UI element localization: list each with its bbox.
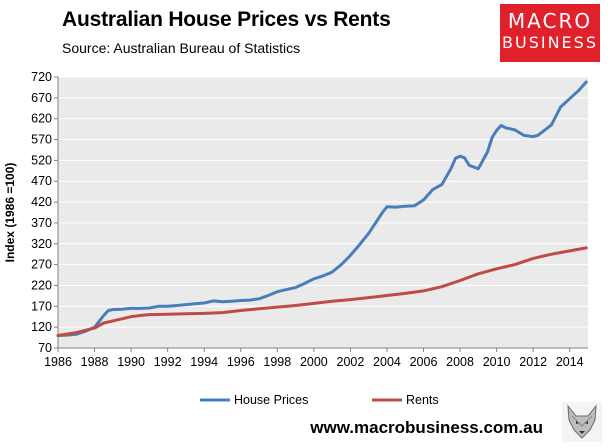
y-tick-label: 320 [31,237,52,251]
y-tick-label: 170 [31,299,52,313]
y-tick-label: 520 [31,153,52,167]
x-tick-label: 2014 [556,355,584,369]
y-tick-label: 370 [31,216,52,230]
y-axis-title: Index (1986 =100) [3,163,17,263]
x-tick-label: 2012 [519,355,547,369]
x-tick-label: 1996 [227,355,255,369]
x-tick-label: 2006 [410,355,438,369]
legend: House Prices Rents [200,393,439,407]
x-tick-label: 2000 [300,355,328,369]
logo-line-1: MACRO [507,9,593,33]
series-lines [56,80,588,337]
axes [54,76,588,352]
y-tick-label: 70 [38,341,52,355]
x-tick-label: 1994 [190,355,218,369]
y-tick-label: 620 [31,112,52,126]
x-tick-label: 2004 [373,355,401,369]
y-tick-label: 420 [31,195,52,209]
wolf-logo-icon [562,402,602,442]
series-line-house-prices [56,80,588,337]
x-tick-label: 1988 [81,355,109,369]
legend-label: House Prices [234,393,308,407]
y-tick-label: 220 [31,278,52,292]
y-tick-label: 720 [31,70,52,84]
macrobusiness-logo: MACRO BUSINESS [500,4,600,62]
x-tick-label: 1992 [154,355,182,369]
website-url: www.macrobusiness.com.au [310,418,543,437]
x-tick-label: 1990 [117,355,145,369]
legend-label: Rents [406,393,439,407]
y-tick-label: 270 [31,258,52,272]
chart-subtitle: Source: Australian Bureau of Statistics [62,40,301,56]
y-tick-label: 120 [31,320,52,334]
y-tick-label: 670 [31,91,52,105]
y-tick-label: 570 [31,133,52,147]
x-tick-label: 2002 [337,355,365,369]
x-tick-label: 2008 [446,355,474,369]
x-tick-label: 1986 [44,355,72,369]
chart-title: Australian House Prices vs Rents [62,8,391,31]
x-tick-label: 1998 [263,355,291,369]
y-tick-label: 470 [31,174,52,188]
tick-labels: 70 120 170 220 270 320 370 420 470 520 570 620 670 72… [31,70,584,369]
logo-line-2: BUSINESS [502,33,598,52]
series-line-rents [56,246,588,337]
x-tick-label: 2010 [483,355,511,369]
gridlines [58,76,588,328]
